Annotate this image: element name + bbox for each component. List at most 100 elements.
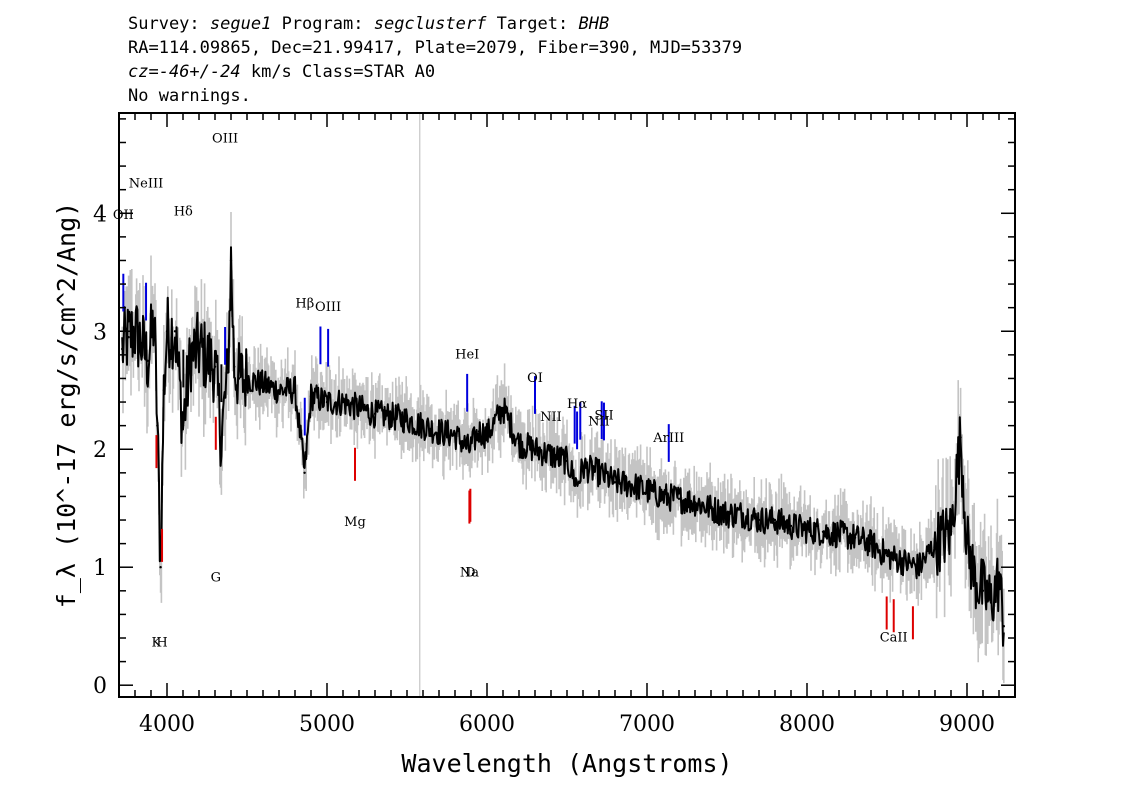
- flux-series: [121, 246, 1005, 647]
- x-tick-label: 6000: [459, 712, 515, 737]
- flux-point: [162, 389, 165, 392]
- spectral-line-label: Hα: [567, 397, 587, 412]
- flux-point: [997, 577, 1001, 581]
- program-value: segclusterf: [373, 14, 487, 34]
- flux-point: [853, 536, 857, 539]
- target-label: Target:: [496, 14, 569, 34]
- flux-point: [373, 412, 377, 415]
- flux-point: [597, 471, 601, 474]
- flux-point: [437, 430, 441, 433]
- spectral-line-label: NeIII: [129, 176, 163, 191]
- y-tick-label: 3: [93, 320, 107, 345]
- flux-point: [127, 336, 130, 339]
- flux-point: [421, 424, 425, 427]
- y-tick-label: 1: [93, 556, 107, 581]
- flux-point: [405, 418, 409, 421]
- flux-point: [485, 433, 489, 437]
- flux-point: [533, 448, 537, 451]
- flux-point: [121, 347, 124, 351]
- flux-point: [949, 530, 953, 533]
- flux-point: [549, 453, 553, 457]
- flux-point: [917, 566, 921, 569]
- class-text: km/s Class=STAR A0: [240, 62, 436, 82]
- flux-point: [973, 577, 977, 581]
- spectral-line-label: CaII: [880, 631, 908, 646]
- flux-point: [901, 560, 905, 563]
- cz-label: cz=: [128, 62, 159, 82]
- spectral-line-label: Mg: [344, 515, 366, 530]
- flux-point: [133, 330, 137, 333]
- spectral-line-label: Na: [460, 566, 479, 581]
- flux-point: [389, 415, 393, 418]
- flux-point: [261, 383, 265, 386]
- x-tick-label: 8000: [779, 712, 835, 737]
- flux-point: [789, 524, 793, 528]
- flux-error: [121, 212, 1005, 684]
- spectral-line-label: NII: [540, 410, 562, 425]
- flux-point: [645, 489, 649, 492]
- header-line-2: RA=114.09865, Dec=21.99417, Plate=2079, …: [128, 38, 743, 58]
- flux-point: [965, 542, 969, 545]
- header-line-3: cz=-46+/-24 km/s Class=STAR A0: [128, 60, 742, 84]
- flux-point: [165, 330, 169, 333]
- flux-point: [181, 424, 185, 427]
- flux-point: [226, 371, 229, 374]
- flux-point: [501, 406, 505, 410]
- y-tick-label: 2: [93, 438, 107, 463]
- y-axis-label: f_λ (10^-17 erg/s/cm^2/Ang): [52, 202, 81, 608]
- flux-point: [303, 471, 306, 474]
- x-tick-label: 4000: [139, 712, 195, 737]
- flux-point: [237, 377, 241, 380]
- spectral-line-label: ArIII: [652, 431, 684, 446]
- spectral-line-label: OIII: [315, 300, 341, 315]
- survey-value: segue1: [209, 14, 272, 34]
- flux-point: [140, 341, 143, 345]
- flux-point: [357, 406, 361, 410]
- flux-point: [677, 497, 681, 500]
- spectral-line-label: OIII: [212, 132, 238, 147]
- error-band: [121, 212, 1005, 684]
- spectral-line-label: OI: [527, 371, 543, 386]
- flux-point: [277, 389, 281, 392]
- spectral-line-label: G: [211, 570, 221, 585]
- flux-point: [220, 436, 223, 439]
- cz-value: -46+/-24: [158, 62, 241, 82]
- target-value: BHB: [578, 14, 610, 34]
- flux-line: [121, 246, 1005, 647]
- spectral-line-label: D: [465, 566, 475, 581]
- flux-point: [981, 589, 985, 592]
- flux-point: [468, 448, 471, 451]
- flux-point: [933, 542, 937, 545]
- flux-point: [565, 459, 569, 463]
- flux-point: [869, 542, 873, 545]
- spectral-line-label: OII: [113, 208, 134, 223]
- flux-point: [153, 318, 156, 321]
- flux-point: [159, 566, 162, 569]
- x-tick-label: 5000: [299, 712, 355, 737]
- flux-point: [725, 512, 729, 516]
- flux-point: [1002, 625, 1005, 628]
- flux-point: [959, 436, 962, 439]
- flux-point: [773, 518, 777, 522]
- flux-point: [989, 601, 993, 604]
- y-tick-label: 4: [93, 202, 107, 227]
- flux-point: [709, 507, 713, 510]
- flux-point: [629, 483, 633, 486]
- x-tick-label: 9000: [939, 712, 995, 737]
- y-tick-label: 0: [93, 674, 107, 699]
- flux-point: [233, 365, 236, 368]
- flux-point: [575, 483, 579, 486]
- x-axis-label: Wavelength (Angstroms): [401, 749, 732, 778]
- flux-point: [325, 400, 329, 404]
- flux-point: [821, 530, 825, 533]
- flux-point: [173, 330, 177, 333]
- x-tick-label: 7000: [619, 712, 675, 737]
- spectral-line-label: K: [152, 635, 162, 650]
- program-label: Program:: [281, 14, 364, 34]
- flux-point: [146, 359, 149, 362]
- flux-point: [213, 365, 217, 368]
- flux-point: [885, 554, 889, 557]
- flux-point: [805, 528, 809, 531]
